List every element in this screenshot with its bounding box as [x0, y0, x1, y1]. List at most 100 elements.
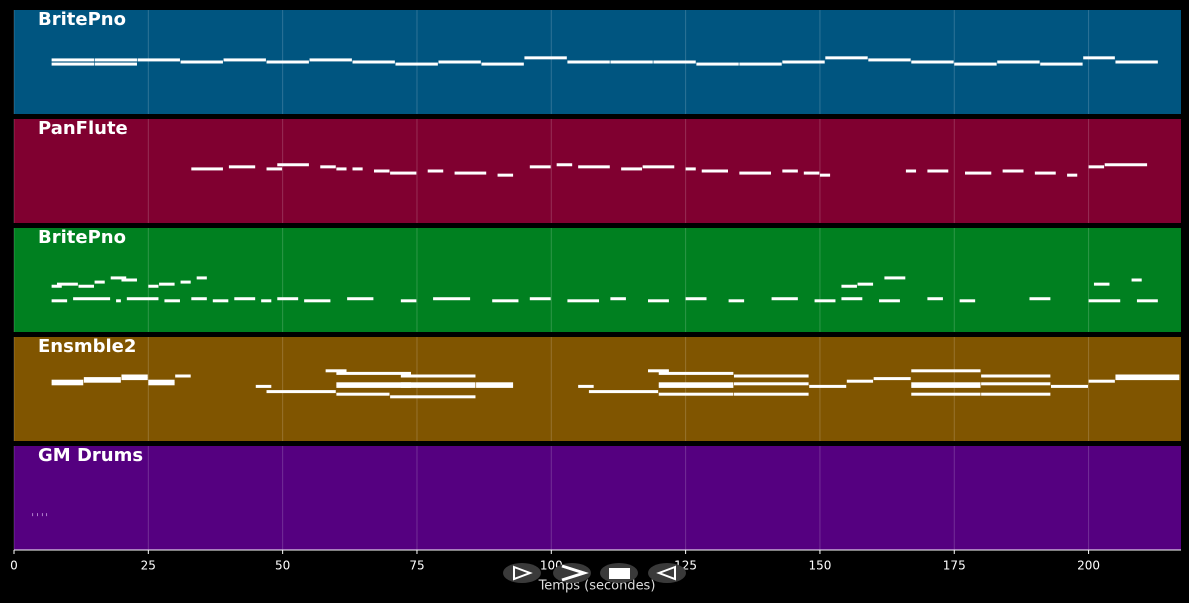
- note: [529, 297, 551, 301]
- note: [395, 62, 438, 66]
- note: [51, 62, 94, 66]
- note: [56, 282, 78, 286]
- note: [642, 165, 675, 169]
- note: [648, 369, 669, 373]
- note: [336, 392, 390, 396]
- note: [481, 62, 524, 66]
- note: [857, 282, 874, 286]
- note: [255, 384, 272, 388]
- x-tick-label: 175: [943, 559, 966, 573]
- note: [841, 284, 857, 288]
- note: [266, 60, 309, 64]
- x-tick-label: 75: [409, 559, 424, 573]
- note: [809, 384, 847, 388]
- note: [51, 58, 94, 62]
- note: [137, 58, 180, 62]
- note: [223, 58, 266, 62]
- x-tick-label: 150: [808, 559, 831, 573]
- note: [905, 169, 917, 173]
- note: [1088, 379, 1115, 383]
- note: [266, 390, 336, 394]
- note: [1136, 299, 1158, 303]
- note: [1104, 163, 1148, 167]
- note: [1067, 173, 1078, 177]
- note: [1002, 169, 1024, 173]
- note: [588, 390, 659, 394]
- note: [733, 374, 809, 378]
- note: [621, 167, 643, 171]
- note: [658, 371, 734, 375]
- note: [121, 374, 148, 378]
- note: [1029, 297, 1051, 301]
- note: [390, 171, 417, 175]
- note: [180, 60, 223, 64]
- note: [309, 58, 352, 62]
- note: [304, 299, 331, 303]
- note: [911, 382, 981, 386]
- note: [733, 382, 809, 386]
- note: [196, 276, 207, 280]
- note: [83, 379, 121, 383]
- note: [41, 513, 43, 517]
- track-panel: [14, 337, 1181, 441]
- note: [180, 280, 191, 284]
- note: [610, 60, 653, 64]
- note: [121, 377, 148, 381]
- note: [524, 56, 567, 60]
- note: [51, 284, 62, 288]
- play-icon: [513, 565, 533, 581]
- note: [336, 167, 347, 171]
- note: [78, 284, 94, 288]
- forward-icon: [561, 564, 589, 582]
- note: [567, 60, 610, 64]
- note: [981, 382, 1051, 386]
- note: [959, 299, 976, 303]
- note: [400, 384, 476, 388]
- play-button[interactable]: [503, 563, 541, 583]
- note: [46, 513, 48, 517]
- note: [497, 173, 514, 177]
- note: [927, 169, 949, 173]
- note: [733, 392, 809, 396]
- note: [567, 299, 600, 303]
- note: [336, 382, 411, 386]
- note: [73, 297, 111, 301]
- note: [433, 297, 471, 301]
- note: [126, 297, 159, 301]
- forward-button[interactable]: [553, 563, 591, 583]
- note: [782, 169, 798, 173]
- note: [954, 62, 997, 66]
- note: [868, 58, 911, 62]
- track-panel: [14, 119, 1181, 223]
- track-panel: [14, 446, 1181, 550]
- note: [556, 163, 573, 167]
- note: [175, 374, 191, 378]
- note: [803, 171, 820, 175]
- note: [1034, 171, 1056, 175]
- note: [911, 384, 981, 388]
- note: [51, 299, 68, 303]
- x-tick-label: 200: [1077, 559, 1100, 573]
- note: [373, 169, 390, 173]
- note: [228, 165, 256, 169]
- note: [261, 299, 272, 303]
- note: [191, 297, 207, 301]
- note: [454, 171, 487, 175]
- note: [981, 374, 1051, 378]
- note: [771, 297, 798, 301]
- note: [739, 171, 771, 175]
- note: [879, 299, 900, 303]
- note: [390, 395, 476, 399]
- note: [701, 169, 728, 173]
- note: [277, 163, 309, 167]
- note: [164, 299, 180, 303]
- note: [578, 165, 610, 169]
- note: [578, 384, 594, 388]
- note: [696, 62, 739, 66]
- back-button[interactable]: [648, 563, 686, 583]
- note: [814, 299, 836, 303]
- note: [37, 513, 38, 517]
- playback-controls: [503, 563, 686, 583]
- note: [1083, 56, 1115, 60]
